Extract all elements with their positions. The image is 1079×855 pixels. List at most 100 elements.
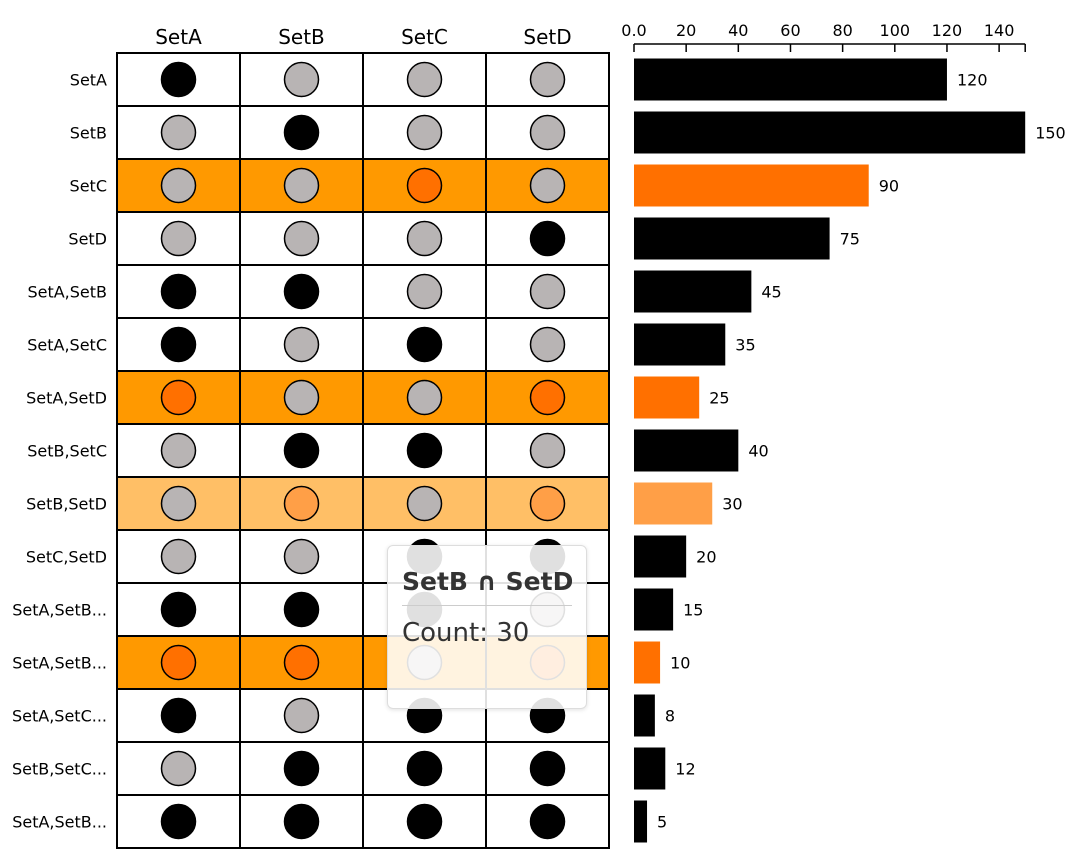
intersection-row-label: SetB,SetC — [27, 442, 107, 461]
membership-dot-filled — [160, 803, 197, 840]
membership-dot-filled — [529, 750, 566, 787]
count-bar — [634, 694, 655, 737]
count-bar-value-label: 90 — [879, 177, 899, 196]
count-bar-value-label: 20 — [696, 548, 716, 567]
membership-dot-filled — [283, 750, 320, 787]
count-bar-value-label: 45 — [761, 283, 781, 302]
x-axis-tick-label: 20 — [676, 21, 696, 40]
membership-dot-empty — [283, 697, 320, 734]
intersection-row-label: SetB,SetD — [26, 495, 107, 514]
count-bar-value-label: 120 — [957, 71, 988, 90]
membership-dot-filled — [406, 432, 443, 469]
intersection-row-label: SetA,SetB... — [12, 601, 107, 620]
membership-dot-filled — [529, 485, 566, 522]
membership-dot-empty — [160, 485, 197, 522]
intersection-row-label: SetA,SetC — [27, 336, 107, 355]
membership-dot-filled — [529, 220, 566, 257]
set-column-header: SetC — [401, 25, 448, 49]
count-bar — [634, 323, 726, 366]
tooltip-divider — [402, 605, 572, 606]
count-bar — [634, 800, 648, 843]
x-axis-tick-label: 40 — [728, 21, 748, 40]
intersection-row-label: SetA,SetB... — [12, 813, 107, 832]
membership-dot-filled — [529, 379, 566, 416]
membership-dot-filled — [406, 803, 443, 840]
intersection-row-label: SetA,SetB — [27, 283, 107, 302]
membership-dot-empty — [160, 432, 197, 469]
membership-dot-empty — [283, 167, 320, 204]
x-axis-tick-label: 80 — [832, 21, 852, 40]
intersection-tooltip: SetB ∩ SetD Count: 30 — [387, 545, 587, 709]
count-bar-value-label: 25 — [709, 389, 729, 408]
membership-dot-filled — [160, 326, 197, 363]
x-axis-tick-label: 60 — [780, 21, 800, 40]
count-bar-value-label: 40 — [748, 442, 768, 461]
membership-dot-empty — [529, 326, 566, 363]
membership-dot-empty — [406, 220, 443, 257]
intersection-row-label: SetA,SetD — [26, 389, 107, 408]
membership-dot-filled — [529, 803, 566, 840]
intersection-row-label: SetA,SetC... — [12, 707, 107, 726]
membership-dot-empty — [283, 326, 320, 363]
membership-dot-filled — [406, 326, 443, 363]
count-bar-value-label: 75 — [840, 230, 860, 249]
count-bar — [634, 482, 713, 525]
membership-dot-filled — [283, 114, 320, 151]
membership-dot-filled — [160, 61, 197, 98]
count-bar — [634, 588, 674, 631]
membership-dot-empty — [406, 273, 443, 310]
set-column-header: SetA — [155, 25, 202, 49]
count-bar-value-label: 15 — [683, 601, 703, 620]
membership-dot-filled — [283, 432, 320, 469]
membership-dot-empty — [529, 432, 566, 469]
membership-dot-filled — [160, 379, 197, 416]
membership-dot-empty — [406, 61, 443, 98]
count-bar — [634, 535, 687, 578]
count-bar-value-label: 12 — [675, 760, 695, 779]
count-bar — [634, 747, 666, 790]
x-axis-tick-label: 0.0 — [621, 21, 646, 40]
count-bar — [634, 641, 661, 684]
membership-dot-filled — [160, 697, 197, 734]
membership-dot-empty — [160, 167, 197, 204]
membership-dot-empty — [283, 220, 320, 257]
membership-dot-empty — [406, 485, 443, 522]
count-bar — [634, 111, 1026, 154]
set-column-header: SetD — [523, 25, 571, 49]
intersection-row-label: SetB — [70, 124, 107, 143]
count-bar-value-label: 8 — [665, 707, 675, 726]
count-bar-value-label: 30 — [722, 495, 742, 514]
intersection-row-label: SetC — [70, 177, 107, 196]
count-bar-value-label: 150 — [1035, 124, 1066, 143]
count-bar — [634, 164, 869, 207]
intersection-row-label: SetB,SetC... — [12, 760, 107, 779]
membership-dot-filled — [160, 644, 197, 681]
membership-dot-empty — [529, 61, 566, 98]
count-bar-value-label: 35 — [735, 336, 755, 355]
count-bar — [634, 376, 700, 419]
membership-dot-empty — [160, 538, 197, 575]
membership-dot-empty — [283, 379, 320, 416]
membership-dot-empty — [529, 114, 566, 151]
intersection-row-label: SetA,SetB... — [12, 654, 107, 673]
membership-dot-empty — [160, 220, 197, 257]
membership-dot-filled — [283, 591, 320, 628]
membership-dot-filled — [406, 167, 443, 204]
tooltip-count: Count: 30 — [402, 618, 530, 648]
membership-dot-filled — [283, 485, 320, 522]
tooltip-title: SetB ∩ SetD — [402, 567, 574, 596]
count-bar-value-label: 10 — [670, 654, 690, 673]
set-column-header: SetB — [278, 25, 325, 49]
count-bar — [634, 217, 830, 260]
x-axis-tick-label: 140 — [984, 21, 1015, 40]
x-axis-tick-label: 100 — [880, 21, 911, 40]
membership-dot-filled — [283, 273, 320, 310]
count-bar — [634, 429, 739, 472]
membership-dot-filled — [283, 803, 320, 840]
count-bar-value-label: 5 — [657, 813, 667, 832]
intersection-row-label: SetC,SetD — [26, 548, 107, 567]
x-axis-tick-label: 120 — [932, 21, 963, 40]
membership-dot-filled — [160, 273, 197, 310]
membership-dot-filled — [160, 591, 197, 628]
membership-dot-filled — [406, 750, 443, 787]
